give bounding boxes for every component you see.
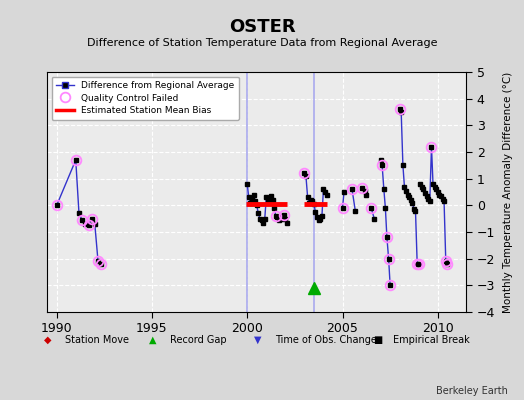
Text: ▲: ▲ bbox=[149, 335, 157, 345]
Text: Station Move: Station Move bbox=[65, 335, 129, 345]
Text: ▼: ▼ bbox=[254, 335, 261, 345]
Text: Difference of Station Temperature Data from Regional Average: Difference of Station Temperature Data f… bbox=[87, 38, 437, 48]
Text: Berkeley Earth: Berkeley Earth bbox=[436, 386, 508, 396]
Text: ■: ■ bbox=[373, 335, 382, 345]
Y-axis label: Monthly Temperature Anomaly Difference (°C): Monthly Temperature Anomaly Difference (… bbox=[504, 71, 514, 313]
Text: ◆: ◆ bbox=[45, 335, 52, 345]
Text: OSTER: OSTER bbox=[228, 18, 296, 36]
Text: Empirical Break: Empirical Break bbox=[393, 335, 470, 345]
Text: Time of Obs. Change: Time of Obs. Change bbox=[275, 335, 377, 345]
Text: Record Gap: Record Gap bbox=[170, 335, 226, 345]
Legend: Difference from Regional Average, Quality Control Failed, Estimated Station Mean: Difference from Regional Average, Qualit… bbox=[52, 76, 239, 120]
